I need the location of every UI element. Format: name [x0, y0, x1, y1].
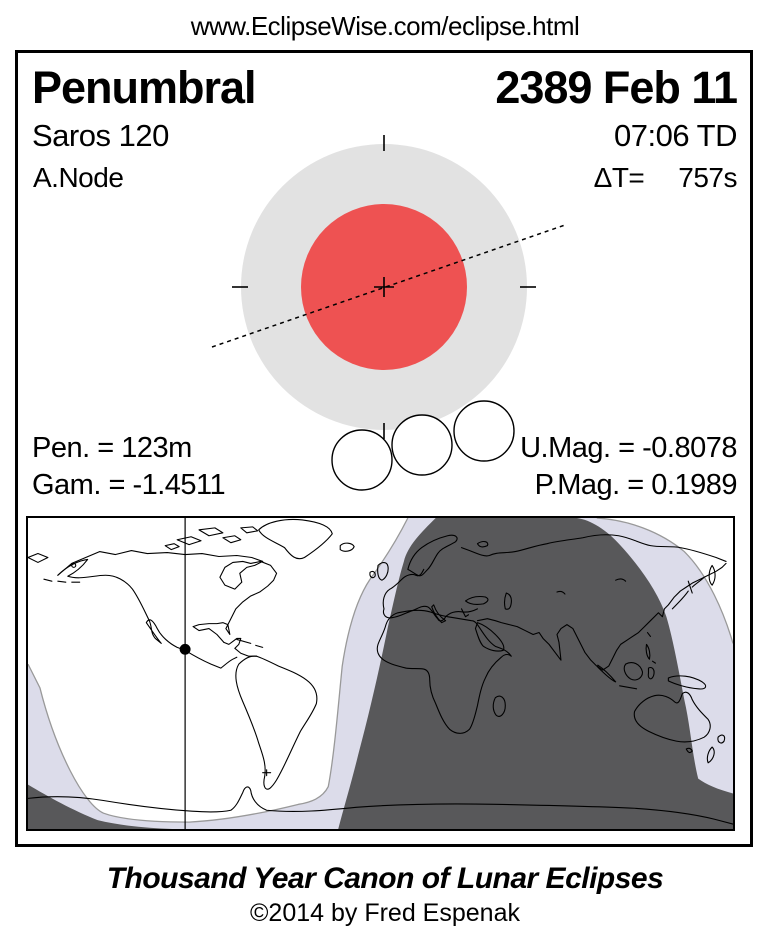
penumbral-duration: Pen. = 123m — [32, 432, 192, 464]
shadow-diagram — [211, 135, 566, 491]
canon-title: Thousand Year Canon of Lunar Eclipses — [106, 862, 664, 895]
eclipse-date: 2389 Feb 11 — [495, 62, 738, 113]
copyright: ©2014 by Fred Espenak — [250, 899, 520, 927]
greatest-eclipse-time: 07:06 TD — [614, 118, 737, 153]
gamma-value: Gam. = -1.4511 — [32, 469, 226, 501]
visibility-map — [28, 518, 733, 829]
moon-path-line — [211, 224, 566, 348]
site-url[interactable]: www.EclipseWise.com/eclipse.html — [190, 11, 580, 41]
delta-t-label: ΔT= — [593, 162, 645, 193]
moon-zenith-point — [179, 643, 191, 655]
coastlines — [28, 518, 733, 825]
node-type: A.Node — [33, 162, 124, 193]
zone-boundary-curves — [28, 518, 733, 823]
shadow-center-cross — [374, 277, 394, 297]
delta-t-value: 757s — [678, 162, 737, 193]
saros-series: Saros 120 — [32, 118, 169, 153]
moon-position-circles — [331, 400, 515, 491]
map-not-visible-region — [338, 518, 733, 829]
penumbral-magnitude: P.Mag. = 0.1989 — [534, 469, 738, 501]
eclipse-card — [15, 50, 753, 847]
eclipse-type-label: Penumbral — [32, 62, 257, 113]
shadow-axis-ticks — [232, 135, 536, 439]
delta-t: ΔT= 757s — [593, 162, 738, 194]
map-not-visible-corner — [28, 784, 173, 829]
visibility-map-frame — [26, 516, 735, 831]
umbral-magnitude: U.Mag. = -0.8078 — [520, 432, 737, 464]
